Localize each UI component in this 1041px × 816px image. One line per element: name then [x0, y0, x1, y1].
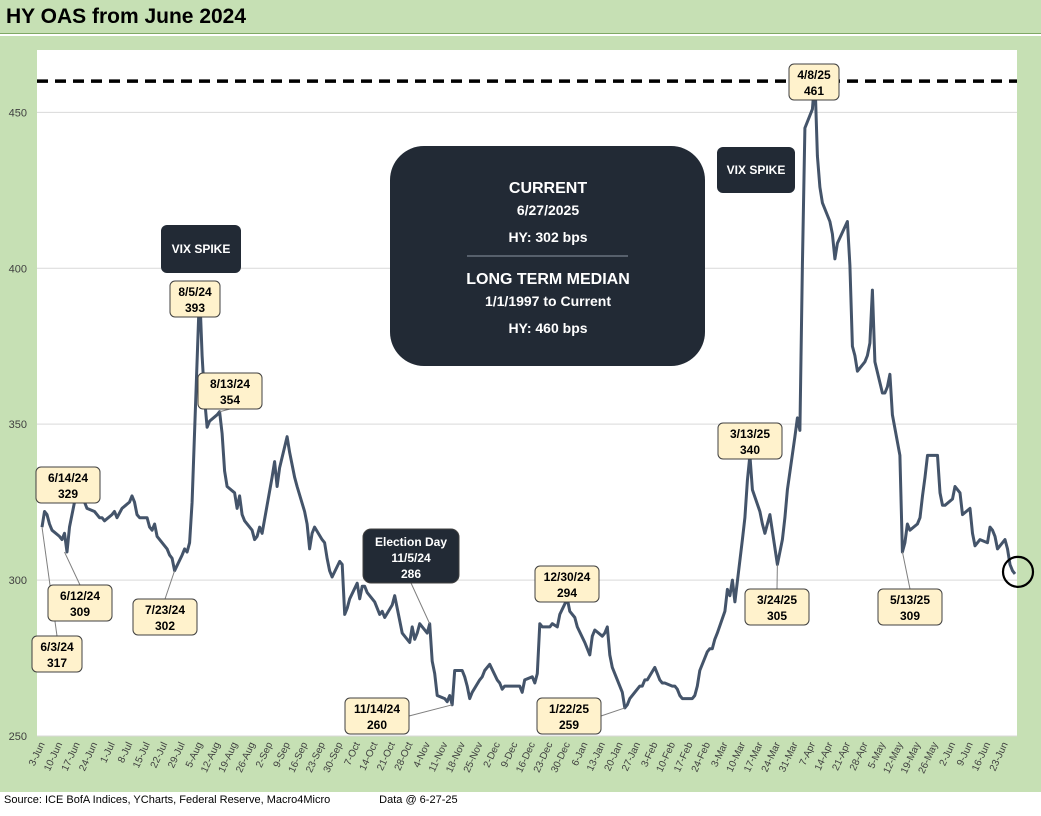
annotation-value: 286: [401, 567, 421, 581]
vix-spike-box: [161, 225, 241, 273]
annotation-date: 5/13/25: [890, 593, 930, 607]
annotation-box: [534, 565, 600, 603]
x-tick-label: 1-Jul: [99, 741, 118, 765]
annotation-date: 6/12/24: [60, 589, 100, 603]
annotation-date: 3/24/25: [757, 593, 797, 607]
y-tick-label: 250: [9, 731, 27, 743]
info-median-value: HY: 460 bps: [508, 320, 587, 336]
chart-frame: 250 300 350 400 450 3-Jun 10-Jun 17-Jun 24-Jun 1-…: [0, 36, 1041, 792]
info-median-heading: LONG TERM MEDIAN: [466, 271, 630, 288]
vix-spike-label: VIX SPIKE: [727, 163, 786, 177]
chart-svg: 2503003504004503-Jun10-Jun17-Jun24-Jun1-…: [9, 50, 1035, 776]
annotation-value: 302: [155, 619, 175, 633]
info-current-date: 6/27/2025: [517, 202, 579, 218]
annotation-date: 6/14/24: [48, 471, 88, 485]
annotation-date: 8/5/24: [178, 285, 212, 299]
annotation-leader-line: [600, 707, 625, 717]
annotation-value: 309: [70, 605, 90, 619]
vix-spike-box: [717, 147, 795, 193]
annotation-leader-line: [64, 551, 81, 586]
annotation-box: [744, 588, 810, 626]
annotation-leader-line: [408, 704, 453, 717]
annotation-value: 393: [185, 301, 205, 315]
hy-oas-series-line: [40, 76, 1017, 710]
annotation-leader-line: [410, 582, 431, 624]
annotation-box: [536, 697, 602, 735]
annotation-value: 260: [367, 718, 387, 732]
annotation-value: 354: [220, 393, 240, 407]
annotation-date: 1/22/25: [549, 702, 589, 716]
annotation-value: 294: [557, 586, 577, 600]
annotation-box: [31, 635, 83, 673]
annotation-box: [788, 63, 840, 101]
title-bar: HY OAS from June 2024: [0, 0, 1041, 34]
annotation-box: [877, 588, 943, 626]
annotation-box: [132, 598, 198, 636]
annotation-date: 12/30/24: [544, 570, 591, 584]
annotation-box: [197, 372, 263, 410]
y-tick-label: 300: [9, 575, 27, 587]
annotation-value: 329: [58, 487, 78, 501]
annotation-value: 340: [740, 443, 760, 457]
vix-spike-label: VIX SPIKE: [172, 242, 231, 256]
annotation-date: 6/3/24: [40, 640, 74, 654]
annotation-date: 4/8/25: [797, 68, 831, 82]
annotation-value: 461: [804, 84, 824, 98]
page-title: HY OAS from June 2024: [6, 5, 247, 28]
info-current-heading: CURRENT: [509, 180, 587, 197]
info-median-range: 1/1/1997 to Current: [485, 293, 611, 309]
annotation-date: 7/23/24: [145, 603, 185, 617]
info-current-value: HY: 302 bps: [508, 229, 587, 245]
y-tick-label: 400: [9, 263, 27, 275]
annotation-box: [717, 422, 783, 460]
annotation-date: Election Day: [375, 535, 447, 549]
annotation-date: 3/13/25: [730, 427, 770, 441]
data-date-text: Data @ 6-27-25: [379, 794, 458, 806]
annotation-box: [169, 280, 221, 318]
annotation-box: [344, 697, 410, 735]
y-tick-label: 350: [9, 419, 27, 431]
source-footer: Source: ICE BofA Indices, YCharts, Feder…: [4, 794, 458, 806]
annotation-value: 305: [767, 609, 787, 623]
annotation-date: 8/13/24: [210, 377, 250, 391]
source-text: Source: ICE BofA Indices, YCharts, Feder…: [4, 794, 331, 806]
y-tick-label: 450: [9, 107, 27, 119]
annotation-box: [362, 528, 460, 584]
current-value-circle: [1001, 555, 1035, 588]
annotation-value: 259: [559, 718, 579, 732]
annotation-value: 11/5/24: [391, 551, 431, 565]
annotation-box: [47, 584, 113, 622]
annotation-value: 317: [47, 656, 67, 670]
annotation-date: 11/14/24: [354, 702, 400, 716]
annotation-box: [35, 466, 101, 504]
annotation-leader-line: [164, 570, 176, 600]
annotation-leader-line: [901, 551, 911, 590]
annotation-value: 309: [900, 609, 920, 623]
